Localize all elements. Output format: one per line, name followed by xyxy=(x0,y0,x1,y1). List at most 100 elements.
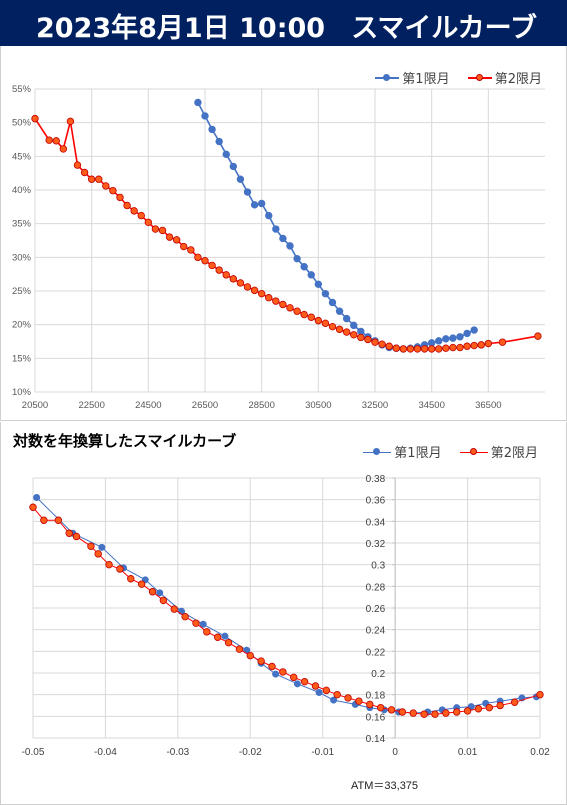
y-tick-label: 30% xyxy=(12,252,32,263)
series2-point xyxy=(105,560,113,569)
series2-point xyxy=(215,266,223,274)
series2-point xyxy=(413,345,422,353)
legend-label-series2: 第2限月 xyxy=(494,72,542,87)
series2-point xyxy=(307,313,315,321)
series2-point xyxy=(73,161,82,169)
series2-point xyxy=(279,300,287,309)
y-tick-label: 0.26 xyxy=(366,604,386,615)
x-tick-label: 0.01 xyxy=(458,747,478,758)
series2-point xyxy=(127,575,135,583)
series2-point xyxy=(399,345,408,353)
series1-point xyxy=(321,289,330,298)
y-tick-label: 0.22 xyxy=(366,647,386,658)
series1-point xyxy=(250,201,259,209)
log-smile-curve-chart-panel: 0.14 0.16 0.18 0.2 0.22 0.24 0.26 0.28 0.3 0.32 0.… xyxy=(0,422,567,805)
series1-point xyxy=(315,688,323,696)
series2-point xyxy=(130,207,138,215)
x-tick-label: 22500 xyxy=(78,400,104,411)
series2-point xyxy=(431,710,439,718)
series1-point xyxy=(98,543,106,551)
series2-point xyxy=(80,168,89,177)
series2-point xyxy=(203,628,211,636)
header-title: スマイルカーブ xyxy=(351,13,537,44)
series2-point xyxy=(387,706,396,714)
series2-point xyxy=(208,261,216,270)
series1-point xyxy=(243,188,252,196)
series1-legend-marker-icon xyxy=(363,447,392,457)
chart2-legend: 第1限月 第2限月 xyxy=(349,442,538,461)
series2-point xyxy=(453,708,461,716)
series2-point xyxy=(442,709,450,717)
series2-point xyxy=(286,304,294,312)
series1-point xyxy=(300,263,308,271)
series2-point xyxy=(257,657,265,665)
series2-point xyxy=(344,694,352,702)
series2-point xyxy=(201,256,209,265)
series2-point xyxy=(300,677,309,686)
series2-point xyxy=(243,283,252,291)
y-tick-label: 20% xyxy=(12,320,32,331)
series2-point xyxy=(265,294,273,302)
series1-point xyxy=(215,137,223,146)
series2-point xyxy=(272,297,280,305)
series2-point xyxy=(427,345,436,353)
series2-point xyxy=(435,345,443,353)
series1-point xyxy=(272,225,280,233)
series2-point xyxy=(335,325,344,334)
y-tick-label: 35% xyxy=(12,219,32,230)
header-banner: 2023年8月1日 10:00 スマイルカーブ xyxy=(0,0,567,46)
series2-point xyxy=(172,236,181,244)
x-tick-label: -0.04 xyxy=(94,747,117,758)
series2-point xyxy=(87,542,95,550)
x-tick-label: 30500 xyxy=(305,400,331,411)
series2-legend-marker-icon xyxy=(459,447,488,457)
y-tick-label: 0.3 xyxy=(371,561,385,572)
series2-point xyxy=(137,580,146,588)
series2-point xyxy=(474,705,483,713)
legend-label-series2: 第2限月 xyxy=(490,446,538,461)
x-tick-label: 0 xyxy=(392,747,398,758)
legend-item-series1: 第1限月 xyxy=(363,442,442,461)
x-tick-label: 36500 xyxy=(475,400,501,411)
series2-point xyxy=(392,344,400,352)
series2-point xyxy=(342,328,351,336)
y-tick-label: 0.2 xyxy=(371,669,385,680)
series2-point xyxy=(213,633,222,641)
series1-point xyxy=(257,199,266,208)
series2-point xyxy=(246,651,254,660)
series2-point xyxy=(510,698,519,706)
header-date: 2023年8月1日 10:00 xyxy=(36,13,326,44)
series1-point xyxy=(199,620,207,628)
series1-point xyxy=(222,150,230,159)
y-tick-label: 55% xyxy=(12,84,32,95)
series2-point xyxy=(235,645,244,653)
series1-point xyxy=(314,280,323,288)
series2-point xyxy=(144,218,153,227)
series2-point xyxy=(333,690,341,699)
series2-point xyxy=(181,612,189,621)
series1-point xyxy=(350,321,358,330)
y-tick-label: 0.18 xyxy=(366,691,386,702)
series2-point xyxy=(463,707,472,715)
series2-point xyxy=(496,701,504,710)
series2-point xyxy=(409,709,417,717)
series2-point xyxy=(224,638,233,647)
series2-point xyxy=(194,253,202,262)
series2-point xyxy=(187,246,195,254)
series2-point xyxy=(350,331,358,339)
series2-point xyxy=(328,322,337,331)
series2-point xyxy=(420,710,428,718)
y-tick-label: 0.32 xyxy=(366,539,386,550)
y-tick-label: 0.24 xyxy=(366,626,386,637)
series2-point xyxy=(72,532,81,541)
series1-point xyxy=(293,680,301,688)
legend-item-series2: 第2限月 xyxy=(467,68,542,87)
series1-point xyxy=(470,326,478,334)
series1-point xyxy=(357,327,365,336)
series2-point xyxy=(29,503,37,511)
series2-point xyxy=(279,668,287,676)
series2-point xyxy=(229,275,238,283)
series2-point xyxy=(376,703,385,712)
series2-line xyxy=(32,506,541,715)
chart1-legend: 第1限月 第2限月 xyxy=(361,68,542,87)
